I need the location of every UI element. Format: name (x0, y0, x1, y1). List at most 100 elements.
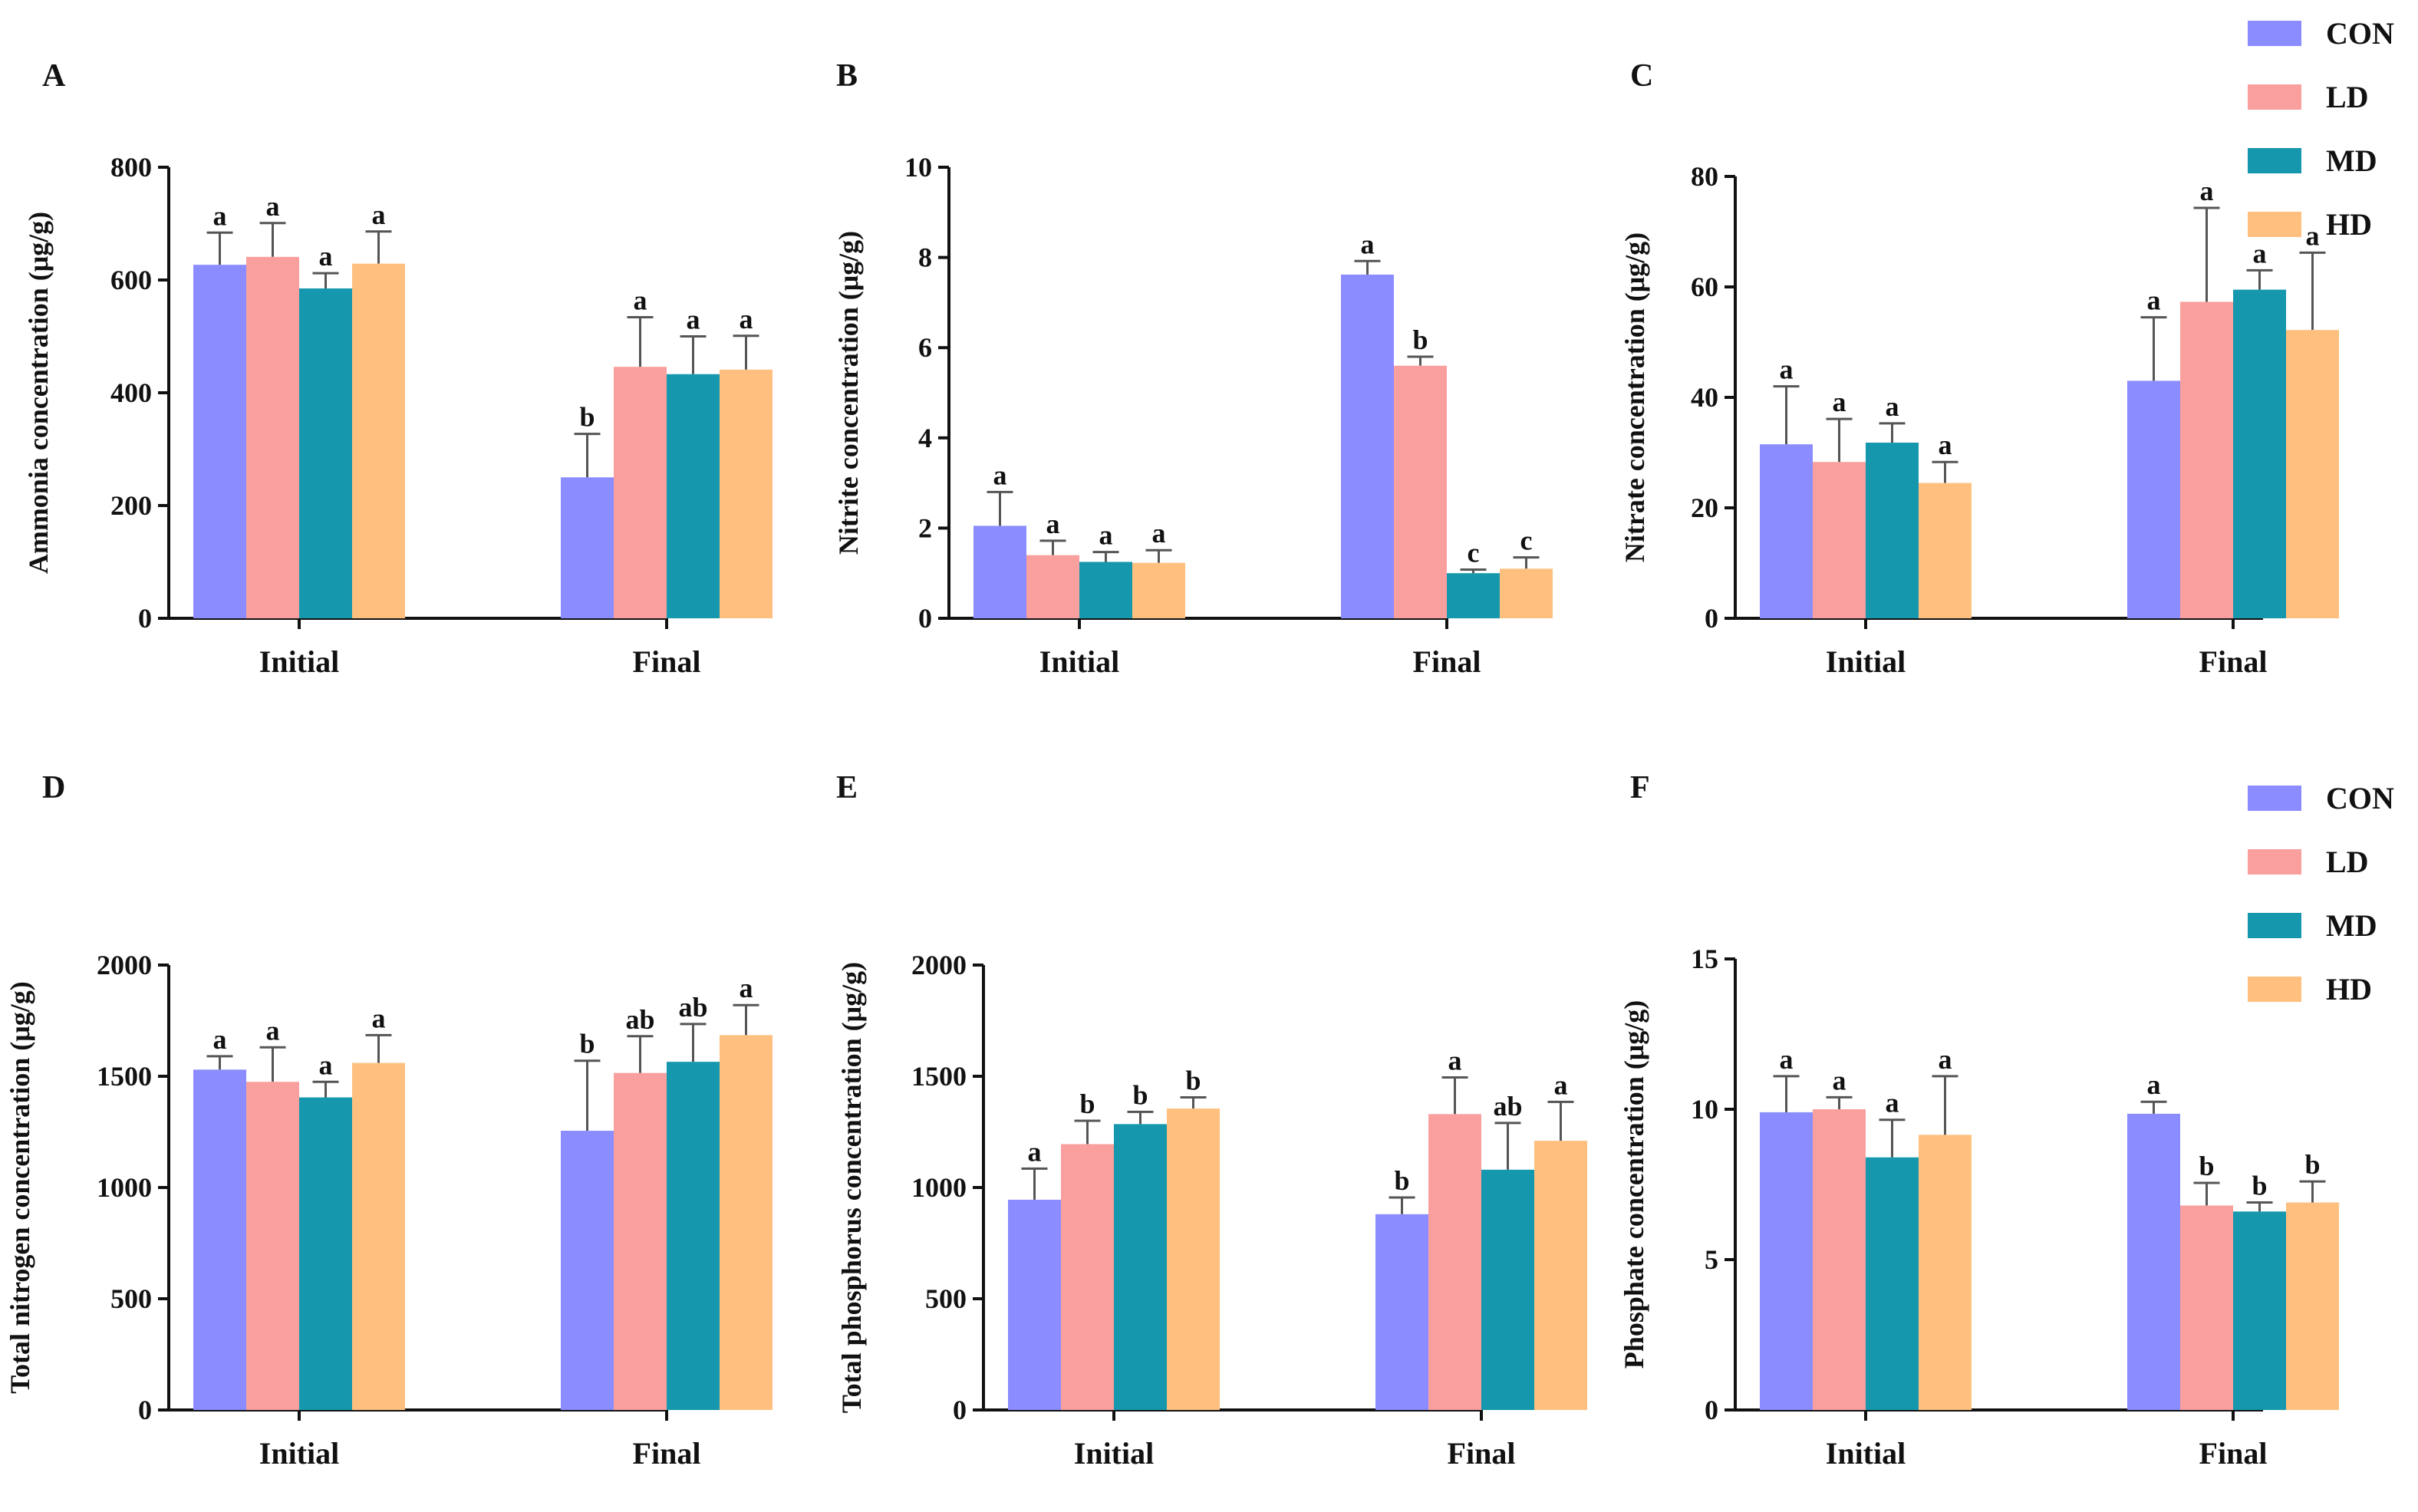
y-tick-label: 20 (1691, 492, 1718, 523)
significance-letter: b (1394, 1165, 1409, 1196)
bar-ld (614, 367, 667, 618)
x-tick-label: Initial (1074, 1436, 1154, 1471)
bar-ld (1394, 365, 1447, 618)
bar-con (561, 1131, 614, 1410)
bar-hd (1919, 483, 1972, 618)
legend-label-con: CON (2326, 16, 2394, 51)
bar-md (1447, 573, 1500, 618)
bar-md (1114, 1124, 1167, 1410)
y-tick-label: 0 (1705, 1395, 1718, 1425)
bar-hd (1919, 1135, 1972, 1410)
y-tick-label: 10 (1691, 1094, 1718, 1125)
x-tick-label: Final (633, 1436, 701, 1471)
panel-label: B (836, 58, 858, 94)
panel-label: A (42, 58, 66, 94)
bar-ld (1428, 1114, 1481, 1410)
significance-letter: b (1412, 324, 1428, 355)
significance-letter: a (1833, 387, 1846, 417)
panel-f: F Phosphate concentration (μg/g) 0 5 10 15 Ini… (1619, 770, 2339, 1471)
significance-letter: a (993, 460, 1007, 490)
y-tick-label: 5 (1705, 1244, 1718, 1275)
significance-letter: b (579, 402, 595, 433)
bar-md (1079, 562, 1132, 618)
x-tick-label: Final (633, 644, 701, 679)
significance-letter: b (579, 1029, 595, 1059)
panel-d: D Total nitrogen concentration (μg/g) 0 500… (5, 770, 773, 1471)
bar-hd (1534, 1141, 1587, 1410)
bar-hd (720, 369, 773, 618)
bar-ld (1813, 1109, 1866, 1410)
legend-label-ld: LD (2326, 845, 2369, 879)
legend-swatch-hd (2248, 977, 2301, 1002)
significance-letter: a (372, 1003, 386, 1033)
panel-b: B Nitrite concentration (μg/g) 0 2 4 6 8 10 Init… (833, 58, 1553, 679)
legend-swatch-ld (2248, 84, 2301, 110)
significance-letter: a (2253, 238, 2267, 268)
bar-md (1866, 443, 1919, 618)
y-axis-label: Ammonia concentration (μg/g) (23, 212, 54, 574)
y-tick-label: 1500 (911, 1061, 967, 1092)
significance-letter: a (1028, 1136, 1042, 1167)
y-tick-label: 0 (953, 1395, 967, 1425)
significance-letter: a (1099, 520, 1113, 551)
significance-letter: b (1079, 1089, 1095, 1119)
y-tick-label: 10 (904, 152, 932, 183)
legend-swatch-con (2248, 21, 2301, 46)
x-tick-label: Final (2199, 1436, 2268, 1471)
y-tick-label: 2 (918, 512, 932, 543)
significance-letter: a (319, 1049, 333, 1080)
bar-con (193, 1069, 246, 1410)
y-tick-label: 0 (1705, 603, 1718, 634)
significance-letter: a (634, 285, 647, 316)
bar-md (667, 1062, 720, 1410)
significance-letter: a (2147, 1069, 2161, 1100)
y-axis-label: Nitrite concentration (μg/g) (833, 231, 864, 555)
y-tick-label: 2000 (911, 950, 967, 980)
y-tick-label: 60 (1691, 272, 1718, 302)
bar-con (1760, 1112, 1813, 1410)
x-tick-label: Initial (1826, 644, 1906, 679)
y-tick-label: 200 (110, 490, 152, 521)
panel-e: E Total phosphorus concentration (μg/g) 0 5… (836, 770, 1587, 1471)
bar-ld (2180, 1205, 2233, 1410)
panel-label: E (836, 770, 858, 805)
legend-swatch-ld (2248, 849, 2301, 875)
significance-letter: a (266, 191, 280, 222)
significance-letter: c (1520, 525, 1533, 556)
significance-letter: a (740, 304, 753, 334)
bar-md (1481, 1169, 1534, 1410)
y-tick-label: 15 (1691, 944, 1718, 974)
legend-bottom: CON LD MD HD (2248, 781, 2394, 1006)
y-tick-label: 2000 (97, 950, 152, 980)
bar-con (973, 525, 1026, 618)
bar-md (299, 288, 352, 618)
significance-letter: ab (678, 992, 707, 1023)
legend-label-hd: HD (2326, 972, 2372, 1006)
panel-label: C (1630, 58, 1653, 94)
significance-letter: a (740, 973, 753, 1003)
y-axis-label: Total phosphorus concentration (μg/g) (836, 962, 867, 1413)
y-tick-label: 1000 (911, 1172, 967, 1203)
significance-letter: a (213, 1024, 227, 1055)
panel-label: F (1630, 770, 1650, 805)
bar-con (1008, 1199, 1061, 1410)
significance-letter: b (2199, 1151, 2214, 1181)
x-tick-label: Initial (259, 1436, 339, 1471)
x-tick-label: Final (2199, 644, 2268, 679)
significance-letter: a (1939, 430, 1952, 460)
y-tick-label: 0 (918, 603, 932, 634)
bar-hd (1500, 568, 1553, 618)
significance-letter: a (1886, 1088, 1899, 1118)
significance-letter: a (1448, 1045, 1462, 1076)
bar-hd (352, 1062, 405, 1410)
significance-letter: a (1361, 229, 1375, 259)
legend-label-ld: LD (2326, 80, 2369, 114)
y-tick-label: 8 (918, 242, 932, 273)
legend-top: CON LD MD HD (2248, 16, 2394, 242)
significance-letter: a (687, 305, 700, 335)
significance-letter: ab (625, 1004, 654, 1035)
bar-ld (246, 1082, 299, 1410)
bar-hd (2286, 1202, 2339, 1410)
bar-con (2127, 380, 2180, 618)
